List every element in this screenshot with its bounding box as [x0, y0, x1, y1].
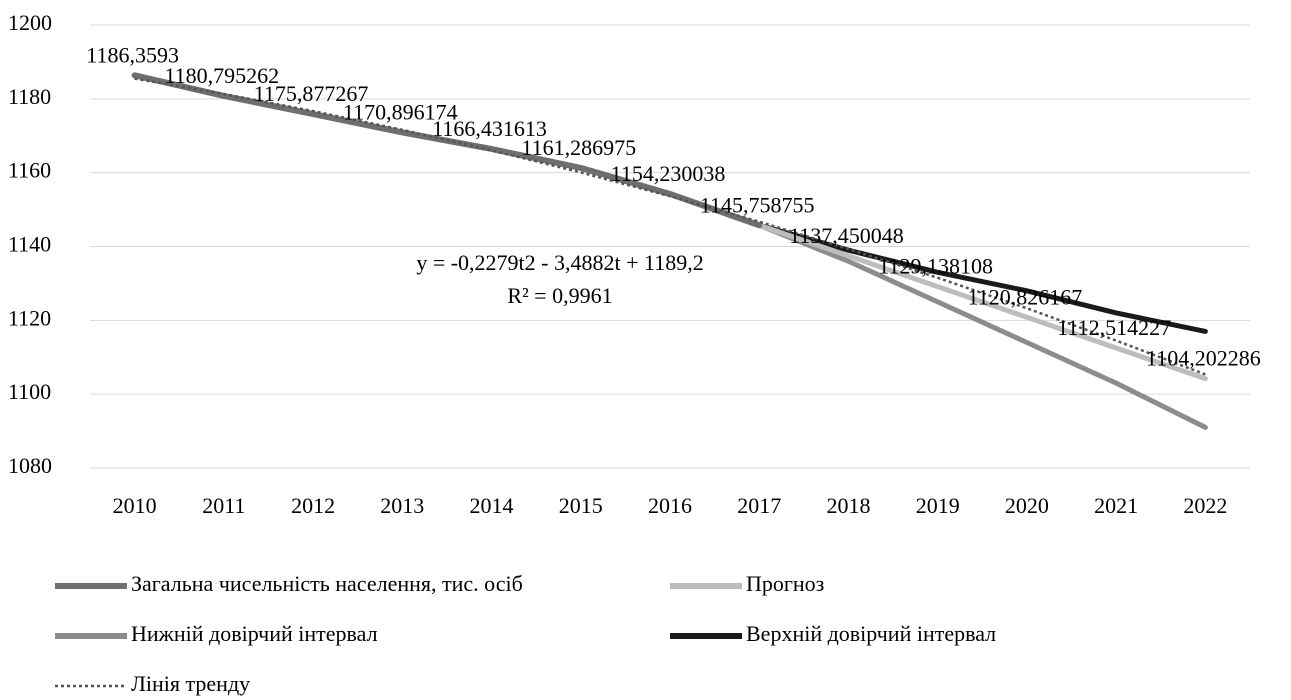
x-tick-label: 2017	[737, 493, 781, 518]
line-series	[134, 77, 1206, 376]
y-tick-label: 1140	[8, 232, 51, 257]
line-series	[756, 222, 1208, 334]
line-series	[756, 222, 1208, 430]
data-label: 1120,826167	[968, 284, 1083, 309]
data-label: 1166,431613	[432, 116, 547, 141]
line-series	[756, 222, 1208, 382]
trend-equation: y = -0,2279t2 - 3,4882t + 1189,2	[416, 250, 703, 275]
x-tick-label: 2021	[1094, 493, 1138, 518]
r-squared: R² = 0,9961	[507, 283, 612, 308]
data-label: 1154,230038	[611, 161, 726, 186]
legend-label: Прогноз	[746, 571, 824, 596]
y-tick-label: 1120	[8, 305, 51, 330]
y-tick-label: 1100	[8, 379, 51, 404]
y-tick-label: 1160	[8, 158, 51, 183]
plot: 1080 1100 1120 1140 1160 1180 1200 2010 2011 2012…	[8, 10, 1261, 696]
legend-label: Верхній довірчий інтервал	[746, 621, 996, 646]
data-label: 1145,758755	[700, 192, 815, 217]
y-tick-label: 1180	[8, 84, 51, 109]
data-label: 1112,514227	[1057, 315, 1171, 340]
legend-label: Нижній довірчий інтервал	[131, 621, 378, 646]
x-tick-label: 2019	[916, 493, 960, 518]
x-tick-label: 2015	[559, 493, 603, 518]
x-tick-label: 2016	[648, 493, 692, 518]
x-tick-label: 2022	[1183, 493, 1227, 518]
x-tick-label: 2012	[291, 493, 335, 518]
data-label: 1170,896174	[343, 99, 458, 124]
x-tick-label: 2013	[380, 493, 424, 518]
data-label: 1180,795262	[165, 63, 280, 88]
x-tick-label: 2018	[826, 493, 870, 518]
x-tick-label: 2010	[113, 493, 157, 518]
y-tick-label: 1200	[8, 10, 52, 35]
legend-label: Загальна чисельність населення, тис. осі…	[131, 571, 523, 596]
data-label: 1137,450048	[789, 223, 904, 248]
line-series	[131, 72, 763, 229]
legend-label: Лінія тренду	[131, 671, 250, 696]
data-label: 1186,3593	[86, 42, 179, 67]
data-label: 1129,138108	[878, 254, 993, 279]
data-label: 1161,286975	[521, 135, 636, 160]
data-label: 1175,877267	[254, 81, 369, 106]
x-tick-label: 2014	[470, 493, 514, 518]
x-tick-label: 2011	[202, 493, 245, 518]
x-tick-label: 2020	[1005, 493, 1049, 518]
y-tick-label: 1080	[8, 453, 52, 478]
data-label: 1104,202286	[1146, 346, 1261, 371]
